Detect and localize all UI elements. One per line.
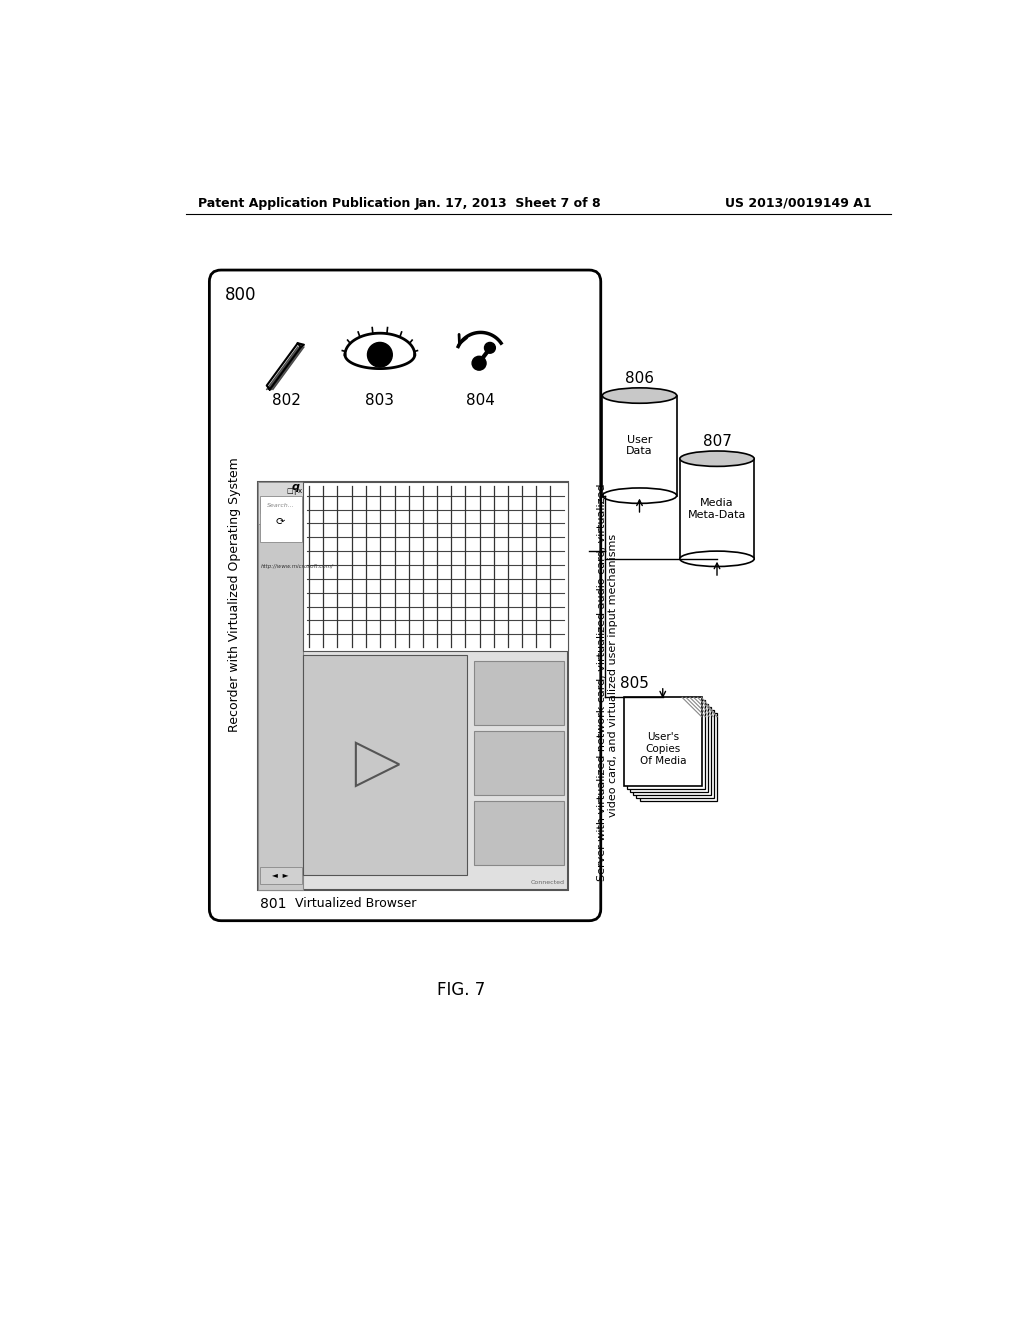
Bar (303, 482, 568, 651)
Text: x: x (298, 488, 302, 494)
Text: 806: 806 (625, 371, 654, 387)
Bar (260, 499, 302, 512)
FancyBboxPatch shape (209, 271, 601, 921)
Text: ◄  ►: ◄ ► (272, 871, 289, 879)
Bar (630, 704, 708, 792)
Bar (260, 496, 302, 543)
Text: 803: 803 (366, 393, 394, 408)
Text: |: | (294, 487, 296, 495)
Bar (474, 801, 563, 866)
Bar (636, 710, 714, 799)
Circle shape (368, 342, 392, 367)
Bar (474, 661, 563, 725)
Ellipse shape (602, 388, 677, 404)
Ellipse shape (602, 488, 677, 503)
Text: http://www.microsoft.com/: http://www.microsoft.com/ (261, 564, 334, 569)
Text: ⟳: ⟳ (276, 517, 286, 527)
Ellipse shape (680, 552, 755, 566)
Bar (624, 697, 701, 785)
Text: 805: 805 (621, 676, 649, 692)
Bar (258, 482, 303, 524)
Text: Connected: Connected (530, 879, 564, 884)
Bar (258, 482, 303, 890)
Text: 804: 804 (466, 393, 495, 408)
Text: Media
Meta-Data: Media Meta-Data (688, 498, 746, 520)
Text: Server with virtualized network card, virtualized audio card, virtualized
    vi: Server with virtualized network card, vi… (597, 483, 618, 880)
Text: Patent Application Publication: Patent Application Publication (198, 197, 411, 210)
Bar (303, 655, 467, 875)
Text: US 2013/0019149 A1: US 2013/0019149 A1 (725, 197, 872, 210)
Text: User
Data: User Data (627, 434, 653, 457)
Bar (260, 867, 302, 884)
Text: □: □ (286, 488, 293, 494)
Text: User's
Copies
Of Media: User's Copies Of Media (640, 733, 686, 766)
Text: Jan. 17, 2013  Sheet 7 of 8: Jan. 17, 2013 Sheet 7 of 8 (415, 197, 601, 210)
Text: 800: 800 (225, 286, 256, 305)
Bar (627, 701, 705, 789)
Text: Search...: Search... (267, 503, 295, 508)
Text: 807: 807 (702, 434, 731, 449)
Text: Recorder with Virtualized Operating System: Recorder with Virtualized Operating Syst… (228, 458, 242, 733)
Text: FIG. 7: FIG. 7 (437, 981, 485, 999)
Ellipse shape (680, 451, 755, 466)
Text: 802: 802 (272, 393, 301, 408)
Bar (680, 459, 755, 558)
Bar (258, 482, 568, 890)
Text: q: q (291, 482, 299, 492)
Bar (640, 713, 717, 801)
Circle shape (472, 356, 486, 370)
Bar (633, 706, 711, 795)
Bar (602, 396, 677, 496)
Circle shape (484, 342, 496, 354)
Text: Virtualized Browser: Virtualized Browser (295, 898, 417, 911)
Text: 801: 801 (260, 896, 287, 911)
Bar (474, 731, 563, 795)
